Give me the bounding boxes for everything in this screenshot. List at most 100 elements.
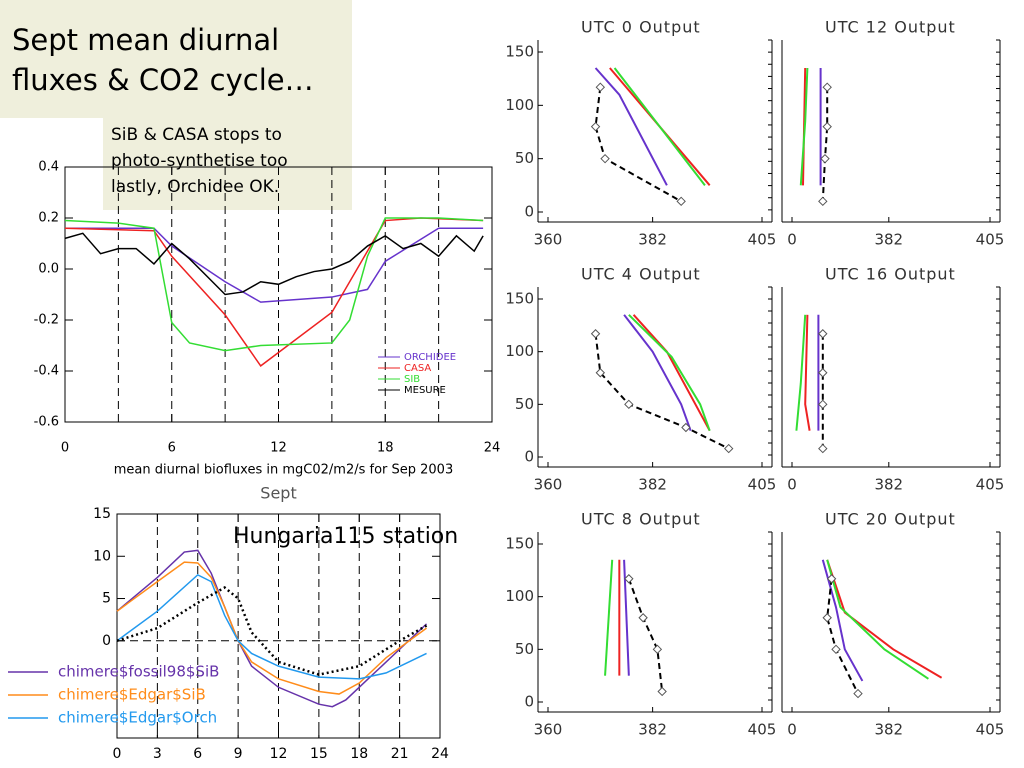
legend-label: CASA [404, 363, 431, 374]
x-tick-label: 0 [787, 721, 797, 739]
chart-title: UTC 8 Output [581, 510, 701, 529]
point-marker [681, 422, 691, 433]
y-tick-label: -0.6 [34, 415, 59, 430]
slide-title: Sept mean diurnal [12, 23, 279, 57]
x-tick-label: 9 [234, 746, 243, 762]
slide-title: fluxes & CO2 cycle… [12, 63, 314, 97]
x-tick-label: 405 [976, 721, 1005, 739]
y-tick-label: 0.4 [38, 160, 59, 175]
point-marker [831, 644, 841, 655]
x-tick-label: 382 [874, 476, 903, 494]
y-tick-label: 150 [505, 43, 534, 61]
series-line [64, 232, 484, 296]
chart-title: UTC 16 Output [825, 265, 956, 284]
series-line [826, 559, 943, 679]
series-line [826, 578, 859, 695]
point-marker [820, 153, 830, 164]
series-line [594, 333, 730, 450]
x-tick-label: 405 [748, 231, 777, 249]
y-tick-label: 5 [102, 591, 111, 607]
x-tick-label: 12 [270, 441, 287, 456]
y-tick-label: 150 [505, 535, 534, 553]
x-tick-label: 0 [787, 476, 797, 494]
series-line [795, 314, 807, 431]
x-tick-label: 405 [976, 231, 1005, 249]
series-line [594, 87, 682, 203]
series-line [116, 573, 427, 680]
point-marker [638, 613, 648, 623]
x-tick-label: 382 [638, 721, 667, 739]
point-marker [822, 121, 832, 132]
y-tick-label: 50 [515, 149, 534, 167]
series-line [821, 87, 829, 202]
series-line [799, 67, 809, 186]
x-tick-label: 0 [113, 746, 122, 762]
x-tick-label: 3 [153, 746, 162, 762]
y-tick-label: 50 [515, 640, 534, 658]
point-marker [652, 644, 663, 655]
legend-label: chimere$fossil98$SiB [58, 663, 219, 681]
y-tick-label: 0 [524, 693, 534, 711]
y-tick-label: 0 [524, 203, 534, 221]
point-marker [818, 443, 828, 454]
point-marker [818, 368, 828, 378]
series-line [821, 559, 864, 682]
chart-title: UTC 12 Output [825, 18, 956, 37]
legend-label: chimere$Edgar$SiB [58, 686, 206, 704]
x-tick-label: 15 [310, 746, 328, 762]
y-tick-label: 100 [505, 96, 534, 114]
point-marker [676, 196, 686, 207]
point-marker [590, 329, 601, 339]
series-line [623, 314, 692, 432]
point-marker [818, 329, 828, 339]
point-marker [818, 399, 828, 410]
x-tick-label: 6 [193, 746, 202, 762]
y-tick-label: 10 [93, 548, 111, 564]
x-tick-label: 382 [638, 476, 667, 494]
point-marker [724, 443, 734, 454]
y-tick-label: -0.2 [34, 313, 59, 328]
legend-label: chimere$Edgar$Orch [58, 709, 217, 727]
legend-label: MESURE [404, 385, 446, 396]
x-tick-label: 24 [484, 441, 501, 456]
series-line [604, 559, 614, 676]
series-line [594, 67, 668, 186]
y-tick-label: 0.0 [38, 262, 59, 277]
series-line [613, 67, 706, 186]
x-tick-label: 382 [638, 231, 667, 249]
title-box [0, 0, 352, 118]
y-tick-label: 15 [93, 506, 111, 522]
note-box [103, 118, 352, 210]
x-tick-label: 382 [874, 231, 903, 249]
series-line [826, 559, 929, 680]
x-tick-label: 405 [748, 476, 777, 494]
y-tick-label: 0 [102, 633, 111, 649]
point-marker [657, 686, 667, 697]
chart-title: UTC 20 Output [825, 510, 956, 529]
x-tick-label: 6 [168, 441, 176, 456]
point-marker [595, 82, 606, 92]
y-tick-label: 100 [505, 342, 534, 360]
x-tick-label: 18 [377, 441, 394, 456]
note-text: photo-synthetise too [111, 151, 288, 171]
point-marker [822, 82, 832, 92]
point-marker [600, 153, 610, 164]
point-marker [818, 196, 828, 207]
series-line [64, 217, 484, 367]
chart-title: UTC 0 Output [581, 18, 701, 37]
x-tick-label: 360 [534, 231, 563, 249]
note-text: lastly, Orchidee OK. [111, 177, 279, 197]
point-marker [826, 574, 837, 584]
x-tick-label: 360 [534, 721, 563, 739]
x-tick-label: 405 [976, 476, 1005, 494]
series-line [632, 314, 711, 432]
series-line [628, 314, 711, 432]
x-tick-label: 24 [431, 746, 449, 762]
y-tick-label: 150 [505, 290, 534, 308]
legend-label: ORCHIDEE [404, 352, 456, 363]
y-tick-label: 100 [505, 587, 534, 605]
series-line [627, 578, 664, 692]
series-line [804, 314, 811, 431]
series-line [64, 217, 484, 352]
